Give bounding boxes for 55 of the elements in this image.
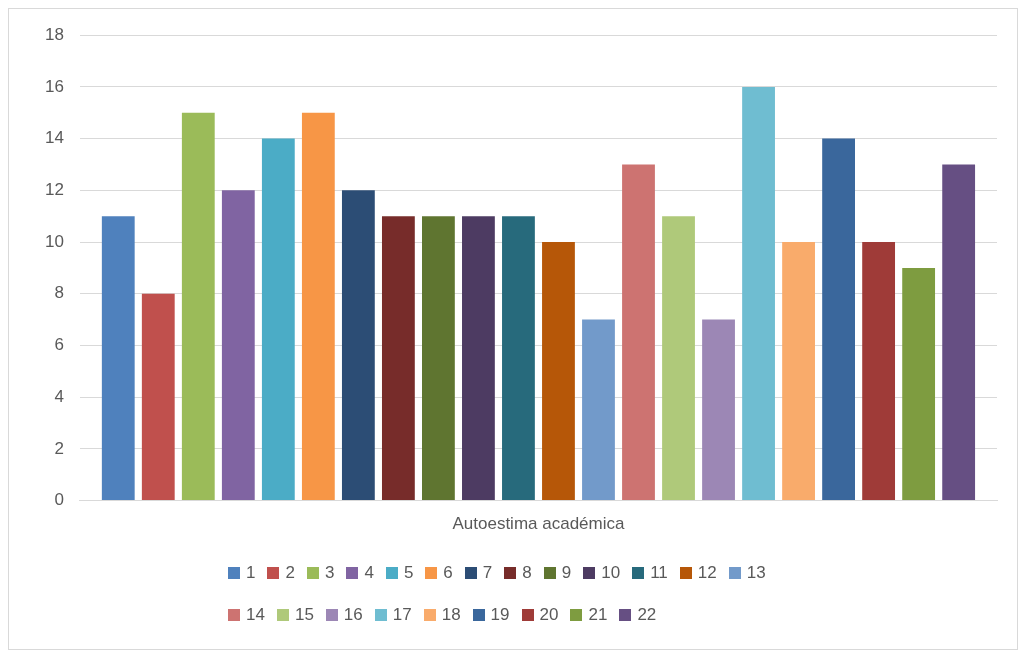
y-tick-label: 0 (54, 490, 64, 510)
bar (582, 319, 615, 501)
legend-label: 15 (294, 605, 314, 625)
legend-label: 22 (637, 605, 657, 625)
bar (542, 242, 575, 501)
bar (381, 216, 415, 501)
bar (782, 242, 815, 501)
bar (261, 138, 295, 501)
y-tick-label: 12 (44, 180, 64, 200)
legend-label: 16 (343, 605, 363, 625)
legend-label: 17 (392, 605, 412, 625)
legend-label: 6 (443, 563, 453, 583)
bar (822, 138, 855, 501)
bar (742, 86, 775, 501)
bar (502, 216, 535, 501)
y-tick-label: 4 (54, 386, 64, 406)
bar (101, 216, 135, 501)
bar (702, 319, 735, 501)
bar (942, 164, 976, 501)
legend-label: 2 (285, 563, 295, 583)
legend-label: 1 (246, 563, 256, 583)
legend-label: 4 (364, 563, 374, 583)
bar (862, 242, 896, 501)
legend-label: 18 (441, 605, 461, 625)
bar (181, 112, 215, 501)
legend-label: 7 (482, 563, 493, 583)
bar (301, 112, 335, 501)
legend-label: 14 (246, 605, 265, 625)
bar (141, 293, 175, 501)
legend-label: 9 (561, 563, 572, 583)
bar (462, 216, 495, 501)
y-tick-label: 10 (44, 231, 64, 251)
legend-label: 11 (650, 563, 668, 583)
bar (422, 216, 455, 501)
legend-label: 12 (697, 563, 717, 583)
bar (221, 190, 255, 501)
y-tick-label: 18 (44, 24, 64, 44)
bar (902, 267, 936, 501)
y-tick-label: 2 (54, 438, 64, 458)
bar (662, 216, 695, 501)
legend-label: 21 (588, 605, 608, 625)
legend-label: 5 (403, 563, 414, 583)
legend-label: 10 (601, 563, 621, 583)
bar (622, 164, 655, 501)
y-tick-label: 14 (44, 128, 64, 148)
x-tick-label: Autoestima académica (452, 514, 625, 534)
legend-label: 3 (324, 563, 335, 583)
y-tick-label: 8 (54, 283, 64, 303)
y-tick-label: 6 (54, 335, 64, 355)
legend-label: 20 (539, 605, 559, 625)
legend-label: 8 (522, 563, 532, 583)
legend-label: 13 (746, 563, 766, 583)
bar (341, 190, 375, 501)
y-tick-label: 16 (44, 76, 64, 96)
legend-label: 19 (490, 605, 510, 625)
